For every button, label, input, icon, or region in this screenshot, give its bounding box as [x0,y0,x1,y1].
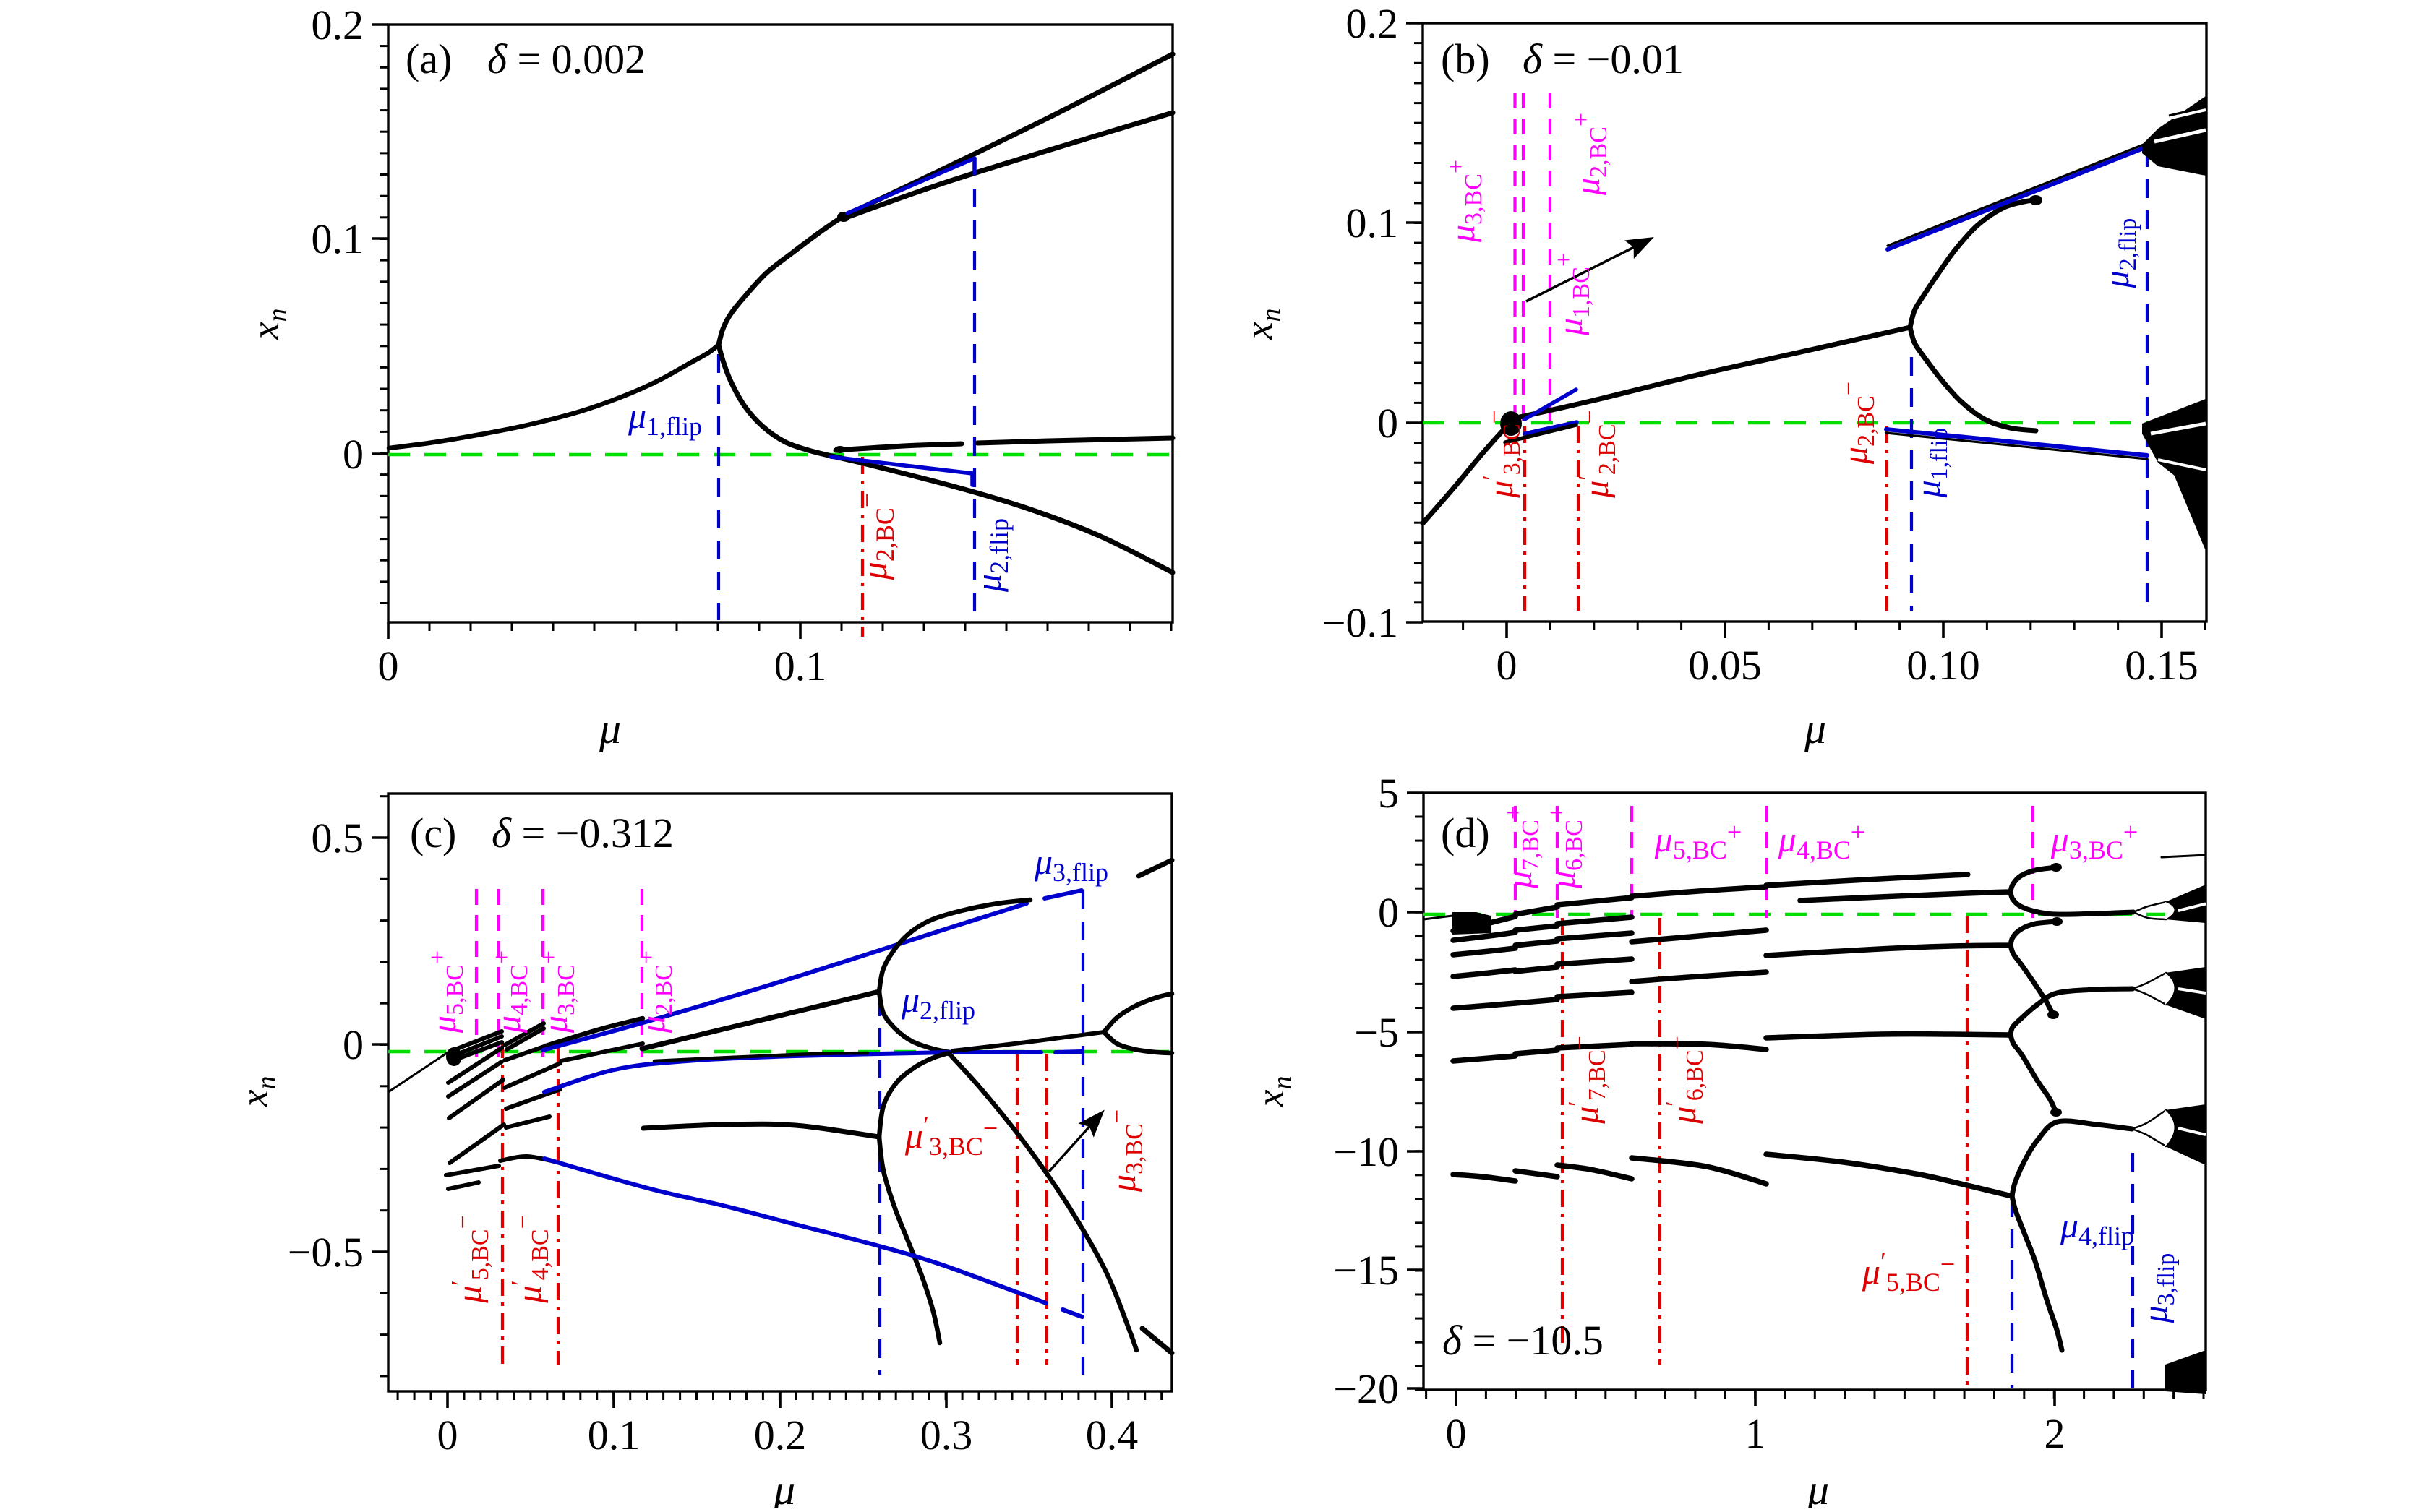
svg-text:δ = −10.5: δ = −10.5 [1442,1317,1604,1364]
svg-text:0.4: 0.4 [1086,1412,1139,1459]
svg-text:0.2: 0.2 [754,1412,807,1459]
svg-text:0: 0 [378,643,399,690]
svg-text:−5: −5 [1354,1009,1399,1056]
svg-text:0: 0 [437,1412,458,1459]
svg-text:0.2: 0.2 [312,1,364,48]
svg-text:μ′4,BC−: μ′4,BC− [507,1215,554,1304]
svg-text:−0.5: −0.5 [288,1229,364,1276]
svg-text:μ: μ [599,705,621,752]
svg-text:μ′2,BC−: μ′2,BC− [1574,410,1621,499]
svg-text:μ6,BC+: μ6,BC+ [1544,806,1588,889]
svg-text:0.10: 0.10 [1906,642,1980,689]
svg-text:1: 1 [1745,1410,1766,1457]
svg-text:δ = −0.312: δ = −0.312 [492,809,674,856]
svg-text:0: 0 [1378,889,1399,936]
svg-text:μ3,flip: μ3,flip [1034,841,1108,887]
svg-text:μ3,flip: μ3,flip [2136,1253,2180,1324]
svg-text:0.1: 0.1 [588,1412,641,1459]
svg-text:μ1,BC+: μ1,BC+ [1551,253,1595,336]
svg-text:(a): (a) [406,35,452,82]
svg-text:μ4,flip: μ4,flip [2060,1205,2134,1250]
svg-text:0.2: 0.2 [1346,0,1399,47]
svg-text:0: 0 [343,431,364,478]
svg-text:δ = 0.002: δ = 0.002 [487,35,646,82]
svg-text:0: 0 [343,1021,364,1068]
svg-text:(d): (d) [1441,809,1490,856]
svg-text:−0.1: −0.1 [1322,599,1398,646]
svg-text:0: 0 [1446,1410,1467,1457]
svg-text:μ2,flip: μ2,flip [901,979,975,1025]
svg-text:0.05: 0.05 [1688,642,1762,689]
svg-text:(b): (b) [1441,35,1490,82]
svg-text:μ2,BC−: μ2,BC− [852,493,899,580]
svg-text:μ′6,BC−: μ′6,BC− [1661,1036,1708,1125]
svg-text:0.15: 0.15 [2125,642,2198,689]
svg-text:μ′5,BC−: μ′5,BC− [447,1215,494,1304]
svg-text:0.1: 0.1 [774,643,827,690]
svg-text:0.3: 0.3 [920,1412,973,1459]
svg-text:μ2,BC+: μ2,BC+ [633,950,677,1034]
svg-text:(c): (c) [410,809,456,856]
svg-text:μ5,BC+: μ5,BC+ [1654,817,1742,864]
svg-text:−15: −15 [1333,1247,1399,1294]
svg-text:μ5,BC+: μ5,BC+ [424,950,468,1034]
svg-text:−10: −10 [1333,1128,1399,1175]
svg-text:μ2,BC−: μ2,BC− [1836,382,1880,465]
svg-text:δ = −0.01: δ = −0.01 [1523,35,1684,82]
svg-text:μ′3,BC−: μ′3,BC− [1478,410,1525,499]
svg-text:μ3,BC+: μ3,BC+ [2050,817,2138,864]
svg-text:μ3,BC+: μ3,BC+ [1443,160,1487,243]
svg-text:−20: −20 [1333,1365,1399,1412]
svg-text:μ1,flip: μ1,flip [1909,428,1953,499]
svg-text:μ4,BC+: μ4,BC+ [1778,817,1865,864]
svg-text:0.1: 0.1 [1346,199,1399,246]
svg-text:μ2,BC+: μ2,BC+ [1568,113,1612,196]
svg-text:μ1,flip: μ1,flip [628,395,702,441]
svg-text:μ′5,BC−: μ′5,BC− [1862,1247,1955,1297]
svg-text:μ3,BC−: μ3,BC− [1104,1109,1148,1193]
svg-text:μ′3,BC−: μ′3,BC− [904,1111,998,1161]
svg-text:μ: μ [773,1466,795,1508]
svg-text:μ′7,BC−: μ′7,BC− [1564,1036,1611,1125]
svg-text:5: 5 [1378,770,1399,817]
svg-text:μ3,BC+: μ3,BC+ [536,950,580,1034]
svg-text:0: 0 [1497,642,1517,689]
svg-text:0.5: 0.5 [312,815,364,862]
svg-text:μ2,flip: μ2,flip [968,518,1014,593]
svg-text:xn: xn [1249,1076,1298,1108]
svg-text:μ7,BC+: μ7,BC+ [1500,806,1544,889]
svg-text:μ4,BC+: μ4,BC+ [489,950,533,1034]
svg-text:2: 2 [2045,1410,2065,1457]
svg-text:0.1: 0.1 [312,215,364,262]
svg-text:0: 0 [1377,400,1398,447]
svg-text:μ: μ [1804,705,1826,752]
svg-text:μ: μ [1807,1466,1829,1508]
svg-text:μ2,flip: μ2,flip [2098,218,2141,289]
